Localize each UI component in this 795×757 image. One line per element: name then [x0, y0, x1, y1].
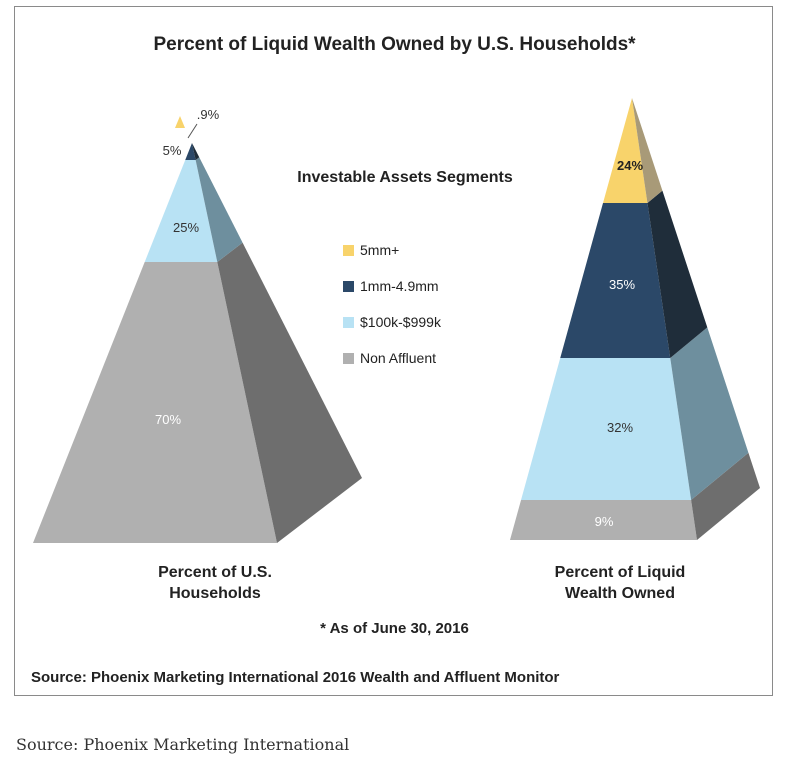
households-label-1mm: 5%	[163, 143, 182, 158]
legend-label-5mm: 5mm+	[360, 242, 400, 258]
footnote: * As of June 30, 2016	[320, 620, 469, 637]
households-side-100k-999k	[195, 157, 243, 262]
households-front-100k-999k	[144, 160, 218, 262]
legend-swatch-100k	[343, 316, 354, 328]
households-apex-5mm	[175, 116, 185, 128]
chart-source: Source: Phoenix Marketing International …	[31, 669, 560, 686]
legend-item-non-affluent: Non Affluent	[343, 340, 441, 376]
wealth-label-non-affluent: 9%	[595, 514, 614, 529]
households-side-1mm-4-9mm	[192, 143, 200, 160]
caption-wealth: Percent of Liquid Wealth Owned	[554, 564, 686, 602]
legend-swatch-non-affluent	[343, 352, 354, 364]
legend-swatch-1mm	[343, 280, 354, 292]
wealth-label-1mm: 35%	[609, 277, 635, 292]
legend-label-100k: $100k-$999k	[360, 314, 441, 330]
legend-label-1mm: 1mm-4.9mm	[360, 278, 439, 294]
legend-item-1mm: 1mm-4.9mm	[343, 268, 441, 304]
households-label-100k: 25%	[173, 220, 199, 235]
image-source-caption: Source: Phoenix Marketing International	[16, 735, 350, 754]
households-front-non-affluent	[33, 262, 277, 543]
legend-label-non-affluent: Non Affluent	[360, 350, 437, 366]
wealth-front-non-affluent	[510, 500, 697, 540]
wealth-label-5mm: 24%	[617, 158, 643, 173]
households-leader-line	[187, 123, 198, 139]
wealth-side-non-affluent	[691, 452, 760, 540]
wealth-side-100k-999k	[670, 327, 749, 500]
legend-swatch-5mm	[343, 244, 354, 256]
households-label-non-affluent: 70%	[155, 412, 181, 427]
households-side-non-affluent	[217, 242, 362, 543]
caption-households: Percent of U.S. Households	[158, 564, 272, 602]
wealth-front-100k-999k	[521, 358, 692, 500]
legend: 5mm+ 1mm-4.9mm $100k-$999k Non Affluent	[343, 232, 441, 376]
legend-title: Investable Assets Segments	[297, 169, 513, 186]
wealth-front-1mm-4-9mm	[560, 203, 671, 358]
wealth-label-100k: 32%	[607, 420, 633, 435]
wealth-front-5mm	[603, 98, 648, 203]
chart-title: Percent of Liquid Wealth Owned by U.S. H…	[153, 34, 636, 55]
wealth-side-5mm	[632, 98, 663, 203]
legend-item-100k: $100k-$999k	[343, 304, 441, 340]
legend-item-5mm: 5mm+	[343, 232, 441, 268]
households-label-5mm: .9%	[197, 107, 220, 122]
wealth-side-1mm-4-9mm	[647, 190, 708, 358]
households-front-1mm-4-9mm	[185, 143, 196, 160]
